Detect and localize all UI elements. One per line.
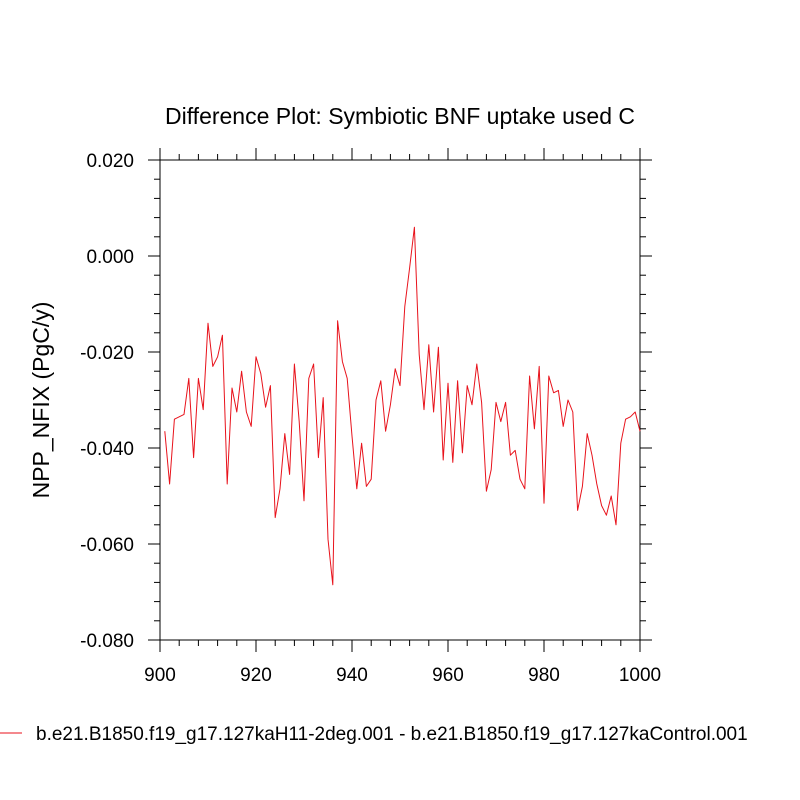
y-tick-label: -0.080 <box>80 631 134 652</box>
legend-label: b.e21.B1850.f19_g17.127kaH11-2deg.001 - … <box>36 724 748 745</box>
x-tick-label: 980 <box>528 665 560 686</box>
y-tick-label: -0.040 <box>80 439 134 460</box>
series-line <box>164 226 641 586</box>
chart-title: Difference Plot: Symbiotic BNF uptake us… <box>165 103 635 129</box>
y-axis-label: NPP_NFIX (PgC/y) <box>28 302 54 499</box>
x-tick-label: 1000 <box>619 665 661 686</box>
tick-labels-layer: 900 920 940 960 980 1000 -0.080 -0.060 -0.040 -0.… <box>80 151 661 686</box>
x-tick-label: 900 <box>144 665 176 686</box>
series-layer <box>164 226 641 586</box>
y-tick-label: 0.020 <box>86 151 134 172</box>
legend: b.e21.B1850.f19_g17.127kaH11-2deg.001 - … <box>0 724 748 745</box>
x-tick-label: 920 <box>240 665 272 686</box>
x-tick-label: 940 <box>336 665 368 686</box>
plot-frame <box>159 159 641 641</box>
ticks-layer <box>148 148 652 652</box>
y-tick-label: -0.060 <box>80 535 134 556</box>
x-tick-label: 960 <box>432 665 464 686</box>
y-tick-label: -0.020 <box>80 343 134 364</box>
y-tick-label: 0.000 <box>86 247 134 268</box>
